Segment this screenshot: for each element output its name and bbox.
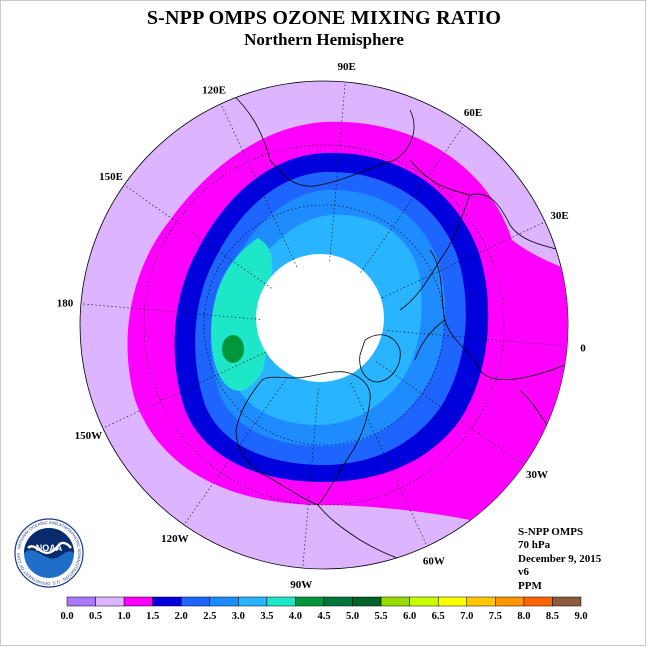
colorbar-tick-label: 2.5 bbox=[203, 611, 216, 622]
coastline-greenland bbox=[359, 334, 401, 383]
colorbar-segment bbox=[437, 596, 468, 607]
longitude-label: 150W bbox=[75, 430, 103, 442]
longitude-label: 30E bbox=[550, 210, 568, 222]
longitude-label: 150E bbox=[99, 171, 123, 183]
colorbar-tick-label: 6.0 bbox=[403, 611, 416, 622]
longitude-label: 60W bbox=[423, 556, 445, 568]
colorbar-segment bbox=[152, 596, 182, 607]
colorbar-segment bbox=[209, 596, 239, 607]
colorbar-tick-label: 4.0 bbox=[289, 611, 302, 622]
longitude-label: 120W bbox=[161, 533, 189, 545]
graticule bbox=[80, 81, 568, 569]
colorbar-segment bbox=[409, 596, 439, 607]
longitude-label: 0 bbox=[580, 343, 586, 355]
longitude-label: 90E bbox=[338, 61, 356, 73]
colorbar-tick-label: 5.0 bbox=[346, 611, 359, 622]
polar-no-data-region bbox=[256, 254, 384, 382]
latitude-circle bbox=[203, 204, 445, 446]
colorbar-segment bbox=[180, 596, 211, 607]
colorbar-segment bbox=[380, 596, 410, 607]
longitude-labels: 90E 60E 30E 0 30W 60W 90W 120W 150W 180 150E 120E bbox=[57, 61, 587, 591]
info-units: PPM bbox=[518, 579, 542, 592]
colorbar-tick-label: 8.5 bbox=[546, 611, 559, 622]
colorbar-segment bbox=[266, 596, 296, 607]
colorbar-tick-label: 4.5 bbox=[317, 611, 330, 622]
longitude-label: 120E bbox=[202, 84, 226, 96]
info-version: v6 bbox=[518, 566, 529, 579]
colorbar-tick-label: 5.5 bbox=[375, 611, 388, 622]
colorbar-tick-label: 8.0 bbox=[517, 611, 530, 622]
colorbar-segment bbox=[466, 596, 496, 607]
colorbar-tick-label: 3.0 bbox=[232, 611, 245, 622]
colorbar-tick-label: 1.5 bbox=[146, 611, 159, 622]
colorbar-segment bbox=[95, 596, 125, 607]
colorbar: 0.0 0.5 1.0 1.5 2.0 2.5 3.0 3.5 4.0 4.5 5.0 5.5 6.0 6… bbox=[60, 596, 588, 622]
coastline-eurasia bbox=[229, 91, 561, 311]
colorbar-segment bbox=[66, 596, 96, 607]
colorbar-segment bbox=[523, 596, 553, 607]
colorbar-tick-label: 6.5 bbox=[432, 611, 445, 622]
colorbar-tick-label: 2.0 bbox=[175, 611, 188, 622]
ozone-band-green bbox=[222, 335, 244, 363]
colorbar-segment bbox=[238, 596, 268, 607]
product-info: S-NPP OMPS 70 hPa December 9, 2015 v6 PP… bbox=[518, 526, 601, 593]
colorbar-segment bbox=[552, 596, 582, 607]
colorbar-tick-label: 3.5 bbox=[260, 611, 273, 622]
colorbar-segment bbox=[295, 596, 325, 607]
colorbar-tick-label: 7.0 bbox=[460, 611, 473, 622]
noaa-logo-text: NOAA bbox=[36, 543, 63, 553]
colorbar-tick-label: 7.5 bbox=[489, 611, 502, 622]
colorbar-tick-label: 0.0 bbox=[60, 611, 73, 622]
colorbar-segment bbox=[495, 596, 525, 607]
map-title: S-NPP OMPS OZONE MIXING RATIO bbox=[146, 7, 502, 29]
info-date: December 9, 2015 bbox=[518, 552, 602, 565]
colorbar-tick-label: 1.0 bbox=[118, 611, 131, 622]
noaa-logo-graphic: NOAA NATIONAL OCEANIC AND ATMOSPHERIC AD… bbox=[12, 514, 84, 588]
longitude-label: 180 bbox=[57, 297, 74, 309]
info-level: 70 hPa bbox=[518, 539, 551, 552]
noaa-logo: NOAA NATIONAL OCEANIC AND ATMOSPHERIC AD… bbox=[12, 514, 84, 588]
info-product: S-NPP OMPS bbox=[518, 526, 584, 538]
colorbar-tick-label: 0.5 bbox=[89, 611, 102, 622]
longitude-label: 90W bbox=[290, 579, 312, 591]
colorbar-segment bbox=[323, 596, 353, 607]
longitude-label: 60E bbox=[464, 107, 482, 119]
map-subtitle: Northern Hemisphere bbox=[244, 30, 404, 49]
coastline-europe bbox=[414, 249, 568, 381]
colorbar-segment bbox=[352, 596, 382, 607]
colorbar-tick-label: 9.0 bbox=[574, 611, 587, 622]
latitude-circle bbox=[143, 144, 505, 506]
longitude-label: 30W bbox=[526, 469, 548, 481]
colorbar-segment bbox=[123, 596, 153, 607]
